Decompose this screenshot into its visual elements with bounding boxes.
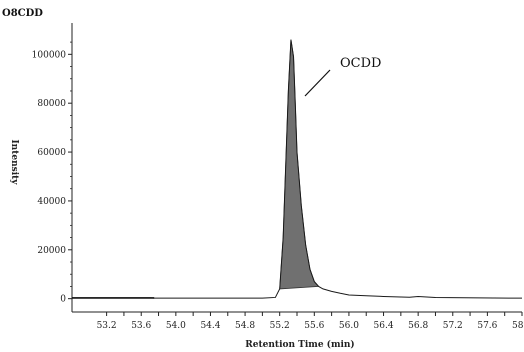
y-tick-label: 40000 — [37, 197, 66, 207]
x-tick-label: 55.2 — [270, 321, 290, 331]
x-tick-label: 54.8 — [235, 321, 255, 331]
y-axis-title: Intensity — [9, 139, 19, 185]
x-tick-label: 55.6 — [304, 321, 324, 331]
x-tick-label: 54.0 — [166, 321, 186, 331]
chart-title: O8CDD — [2, 8, 43, 19]
peak-annotation-leader — [304, 69, 331, 97]
x-axis-title: Retention Time (min) — [245, 339, 354, 350]
y-tick-label: 60000 — [37, 148, 66, 158]
y-tick-label: 100000 — [32, 50, 67, 60]
peak-annotation-label: OCDD — [340, 56, 381, 71]
x-tick-label: 56.0 — [339, 321, 359, 331]
x-tick-label: 53.2 — [97, 321, 117, 331]
x-tick-label: 54.4 — [200, 321, 220, 331]
y-tick-label: 80000 — [37, 99, 66, 109]
x-tick-label: 56.4 — [374, 321, 394, 331]
series-line — [72, 39, 523, 299]
x-tick-label: 56.8 — [408, 321, 428, 331]
x-tick-label: 53.6 — [131, 321, 151, 331]
x-tick-label: 57.6 — [477, 321, 497, 331]
y-tick-label: 20000 — [37, 246, 66, 256]
x-tick-label: 58.0 — [512, 321, 524, 331]
y-tick-label: 0 — [60, 295, 66, 305]
x-tick-label: 57.2 — [443, 321, 463, 331]
